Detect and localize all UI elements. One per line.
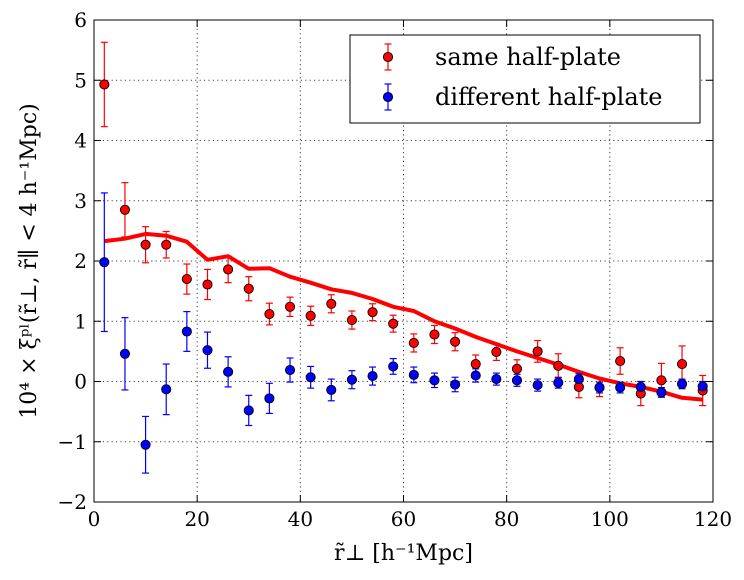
point-same — [119, 204, 130, 215]
point-same — [511, 363, 523, 374]
point-same — [140, 239, 151, 250]
point-different — [470, 370, 481, 381]
point-different — [635, 381, 646, 392]
point-same — [470, 358, 481, 370]
point-same — [491, 346, 502, 358]
legend-marker-same — [382, 51, 394, 63]
point-same — [656, 375, 667, 386]
y-axis-label: 10⁴ × ξᵖˡ(r̃⊥, r̃∥ < 4 h⁻¹Mpc) — [17, 103, 42, 418]
x-tick-label: 60 — [391, 507, 416, 531]
point-same — [243, 283, 254, 294]
point-same — [408, 337, 419, 348]
point-different — [594, 382, 605, 393]
point-different — [140, 439, 151, 450]
point-same — [388, 318, 399, 329]
point-same — [202, 279, 213, 290]
point-same — [553, 360, 564, 371]
point-different — [429, 375, 440, 386]
x-tick-label: 40 — [288, 507, 313, 531]
point-different — [181, 326, 192, 337]
y-tick-label: 1 — [74, 309, 87, 333]
point-same — [181, 274, 192, 285]
point-different — [697, 381, 708, 392]
point-different — [532, 380, 543, 391]
point-different — [367, 371, 378, 382]
point-different — [677, 378, 688, 389]
point-same — [346, 314, 357, 326]
point-different — [491, 374, 502, 385]
point-same — [284, 301, 296, 312]
point-same — [264, 308, 275, 320]
tick-labels: 0 20 40 60 80 100 120 −2 −1 0 1 2 3 4 5 6 — [58, 8, 733, 531]
y-tick-label: −2 — [58, 490, 87, 514]
point-same — [450, 336, 461, 347]
point-same — [615, 355, 626, 367]
point-different — [511, 375, 523, 386]
point-same — [429, 329, 440, 340]
y-tick-label: 5 — [74, 68, 87, 92]
point-different — [284, 365, 296, 376]
point-different — [243, 405, 254, 416]
model-lines — [104, 231, 703, 402]
point-same — [161, 239, 172, 250]
x-tick-label: 0 — [88, 507, 101, 531]
point-different — [656, 387, 667, 398]
legend-label-different: different half-plate — [435, 83, 662, 111]
x-tick-label: 20 — [184, 507, 209, 531]
legend-box — [349, 34, 701, 124]
ticks — [93, 19, 714, 503]
point-different — [615, 382, 626, 393]
point-different — [573, 374, 584, 385]
point-different — [450, 379, 461, 390]
markers — [99, 79, 708, 450]
point-different — [326, 384, 337, 395]
point-same — [677, 358, 688, 370]
point-different — [119, 348, 130, 359]
point-same — [367, 307, 378, 318]
y-tick-label: 3 — [74, 189, 87, 213]
y-tick-label: 2 — [74, 249, 87, 273]
legend-label-same: same half-plate — [435, 43, 621, 71]
point-different — [388, 361, 399, 372]
point-same — [99, 79, 110, 90]
legend-marker-different — [382, 91, 394, 103]
point-different — [161, 384, 172, 395]
point-different — [553, 377, 564, 388]
y-tick-label: 4 — [74, 129, 87, 153]
point-different — [202, 345, 213, 356]
model-line — [104, 231, 703, 402]
point-different — [264, 393, 275, 404]
y-tick-label: −1 — [58, 430, 87, 454]
x-tick-label: 100 — [591, 507, 629, 531]
legend: same half-plate different half-plate — [349, 34, 701, 124]
point-same — [223, 264, 234, 275]
x-tick-label: 80 — [494, 507, 519, 531]
y-tick-label: 0 — [74, 370, 87, 394]
y-tick-label: 6 — [74, 8, 87, 32]
point-different — [346, 374, 357, 385]
point-different — [223, 366, 234, 377]
point-different — [305, 372, 316, 383]
point-same — [305, 310, 316, 321]
point-same — [532, 346, 543, 357]
x-tick-label: 120 — [694, 507, 732, 531]
point-same — [326, 298, 337, 309]
point-different — [408, 369, 419, 380]
x-axis-label: r̃⊥ [h⁻¹Mpc] — [334, 541, 473, 566]
point-different — [99, 257, 110, 268]
